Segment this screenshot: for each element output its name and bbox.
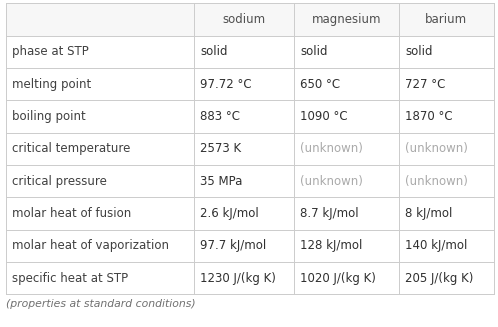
Text: molar heat of vaporization: molar heat of vaporization	[12, 239, 169, 252]
Text: 97.7 kJ/mol: 97.7 kJ/mol	[200, 239, 266, 252]
Text: 128 kJ/mol: 128 kJ/mol	[300, 239, 363, 252]
Text: phase at STP: phase at STP	[12, 45, 89, 58]
Text: 1870 °C: 1870 °C	[405, 110, 453, 123]
Text: 140 kJ/mol: 140 kJ/mol	[405, 239, 468, 252]
Text: solid: solid	[300, 45, 328, 58]
Text: 727 °C: 727 °C	[405, 77, 446, 91]
Text: 8 kJ/mol: 8 kJ/mol	[405, 207, 453, 220]
Text: 35 MPa: 35 MPa	[200, 175, 243, 188]
Bar	[6, 3, 494, 36]
Text: boiling point: boiling point	[12, 110, 86, 123]
Text: (properties at standard conditions): (properties at standard conditions)	[6, 299, 196, 309]
Text: 97.72 °C: 97.72 °C	[200, 77, 252, 91]
Text: critical pressure: critical pressure	[12, 175, 108, 188]
Text: 650 °C: 650 °C	[300, 77, 341, 91]
Text: 1020 J/(kg K): 1020 J/(kg K)	[300, 272, 376, 284]
Text: critical temperature: critical temperature	[12, 142, 131, 155]
Text: specific heat at STP: specific heat at STP	[12, 272, 128, 284]
Text: 1090 °C: 1090 °C	[300, 110, 348, 123]
Text: 8.7 kJ/mol: 8.7 kJ/mol	[300, 207, 359, 220]
Text: 883 °C: 883 °C	[200, 110, 241, 123]
Text: solid: solid	[200, 45, 228, 58]
Text: (unknown): (unknown)	[405, 142, 468, 155]
Text: 1230 J/(kg K): 1230 J/(kg K)	[200, 272, 276, 284]
Text: melting point: melting point	[12, 77, 92, 91]
Text: (unknown): (unknown)	[405, 175, 468, 188]
Text: 2573 K: 2573 K	[200, 142, 242, 155]
Text: solid: solid	[405, 45, 433, 58]
Text: (unknown): (unknown)	[300, 142, 363, 155]
Text: (unknown): (unknown)	[300, 175, 363, 188]
Text: sodium: sodium	[222, 13, 265, 26]
Text: 205 J/(kg K): 205 J/(kg K)	[405, 272, 474, 284]
Text: 2.6 kJ/mol: 2.6 kJ/mol	[200, 207, 259, 220]
Text: molar heat of fusion: molar heat of fusion	[12, 207, 131, 220]
Text: magnesium: magnesium	[312, 13, 381, 26]
Text: barium: barium	[425, 13, 468, 26]
